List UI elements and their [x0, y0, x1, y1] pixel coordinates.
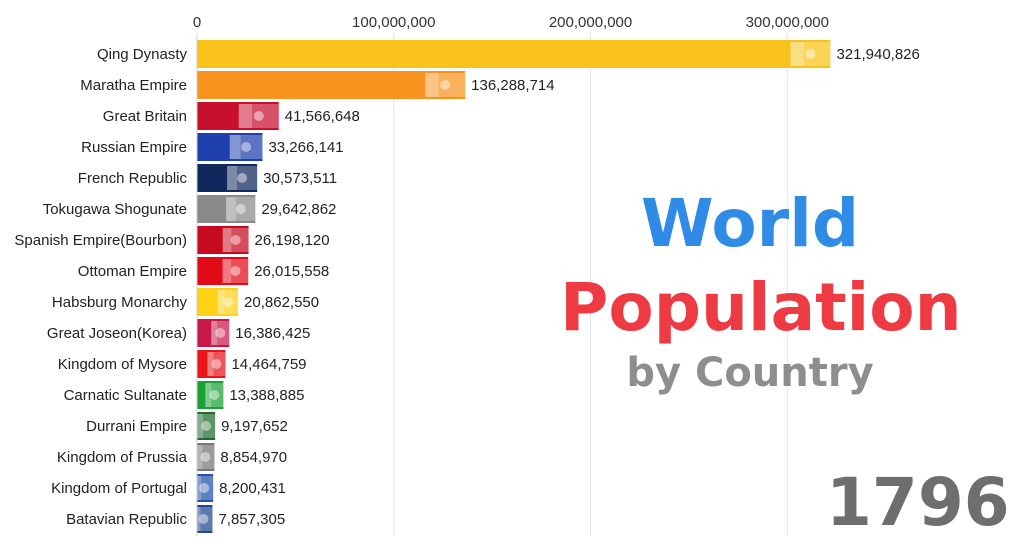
maratha-pennant-icon [425, 73, 466, 97]
ottoman-crescent-icon [222, 259, 249, 283]
bar-row: Qing Dynasty 321,940,826 [97, 40, 920, 68]
value-label: 33,266,141 [268, 139, 343, 156]
year-label: 1796 [826, 464, 1010, 541]
bar [197, 319, 230, 347]
bar-row: Batavian Republic 7,857,305 [66, 505, 285, 533]
russia-tricolor-icon [229, 135, 263, 159]
category-label: Carnatic Sultanate [64, 387, 187, 404]
bar [197, 412, 216, 440]
bar-row: Kingdom of Prussia 8,854,970 [57, 443, 287, 471]
bar [197, 443, 215, 471]
title-world: World [640, 185, 860, 262]
bar-row: Durrani Empire 9,197,652 [86, 412, 288, 440]
x-tick-label: 200,000,000 [549, 14, 632, 31]
prussia-eagle-icon [196, 445, 215, 469]
carnatic-crescent-icon [205, 383, 224, 407]
tokugawa-mon-icon [226, 197, 256, 221]
bar [197, 505, 213, 533]
value-label: 41,566,648 [285, 108, 360, 125]
value-label: 8,854,970 [220, 449, 287, 466]
category-label: Kingdom of Mysore [58, 356, 187, 373]
value-label: 16,386,425 [235, 325, 310, 342]
category-label: Spanish Empire(Bourbon) [14, 232, 187, 249]
value-label: 26,015,558 [254, 263, 329, 280]
value-label: 30,573,511 [263, 170, 337, 187]
category-label: Ottoman Empire [78, 263, 187, 280]
category-label: Batavian Republic [66, 511, 187, 528]
joseon-flag-icon [211, 321, 230, 345]
category-label: Russian Empire [81, 139, 187, 156]
bar [197, 381, 224, 409]
category-label: French Republic [78, 170, 188, 187]
bar-row: Great Joseon(Korea) 16,386,425 [47, 319, 310, 347]
bourbon-spain-flag-icon [222, 228, 249, 252]
bar-row: Habsburg Monarchy 20,862,550 [52, 288, 319, 316]
value-label: 321,940,826 [836, 46, 919, 63]
bar-row: Maratha Empire 136,288,714 [80, 71, 555, 99]
category-label: Kingdom of Portugal [51, 480, 187, 497]
bar-row: Spanish Empire(Bourbon) 26,198,120 [14, 226, 330, 254]
bar-row: Kingdom of Mysore 14,464,759 [58, 350, 307, 378]
title-population: Population [560, 269, 962, 346]
mysore-flag-icon [207, 352, 226, 376]
value-label: 8,200,431 [219, 480, 286, 497]
france-tricolor-icon [227, 166, 258, 190]
category-label: Kingdom of Prussia [57, 449, 188, 466]
category-label: Habsburg Monarchy [52, 294, 188, 311]
bar [197, 164, 258, 192]
bar [197, 133, 263, 161]
qing-dragon-flag-icon [790, 42, 831, 66]
durrani-flag-icon [197, 414, 216, 438]
bar-row: Tokugawa Shogunate 29,642,862 [43, 195, 336, 223]
bar [197, 257, 249, 285]
category-label: Tokugawa Shogunate [43, 201, 187, 218]
category-label: Maratha Empire [80, 77, 187, 94]
bar [197, 195, 256, 223]
bar-row: French Republic 30,573,511 [78, 164, 337, 192]
bar [197, 288, 239, 316]
value-label: 29,642,862 [261, 201, 336, 218]
bar [197, 474, 214, 502]
value-label: 20,862,550 [244, 294, 319, 311]
portugal-flag-icon [195, 476, 214, 500]
bar [197, 102, 279, 130]
x-tick-label: 0 [193, 14, 201, 31]
value-label: 13,388,885 [229, 387, 304, 404]
chart-title-block: World Population by Country [560, 182, 962, 396]
bar [197, 71, 466, 99]
category-label: Qing Dynasty [97, 46, 188, 63]
category-label: Durrani Empire [86, 418, 187, 435]
value-label: 14,464,759 [231, 356, 306, 373]
category-label: Great Joseon(Korea) [47, 325, 187, 342]
bar-row: Russian Empire 33,266,141 [81, 133, 344, 161]
bar-row: Kingdom of Portugal 8,200,431 [51, 474, 286, 502]
bar [197, 350, 226, 378]
bar [197, 226, 249, 254]
bar-row: Carnatic Sultanate 13,388,885 [64, 381, 304, 409]
value-label: 136,288,714 [471, 77, 554, 94]
bar [197, 40, 831, 68]
x-tick-label: 100,000,000 [352, 14, 435, 31]
value-label: 26,198,120 [255, 232, 330, 249]
union-jack-icon [238, 104, 279, 128]
title-by-country: by Country [626, 350, 874, 396]
habsburg-flag-icon [217, 290, 239, 314]
value-label: 7,857,305 [218, 511, 285, 528]
category-label: Great Britain [103, 108, 187, 125]
value-label: 9,197,652 [221, 418, 288, 435]
x-tick-label: 300,000,000 [746, 14, 829, 31]
bar-row: Ottoman Empire 26,015,558 [78, 257, 329, 285]
bar-row: Great Britain 41,566,648 [103, 102, 360, 130]
